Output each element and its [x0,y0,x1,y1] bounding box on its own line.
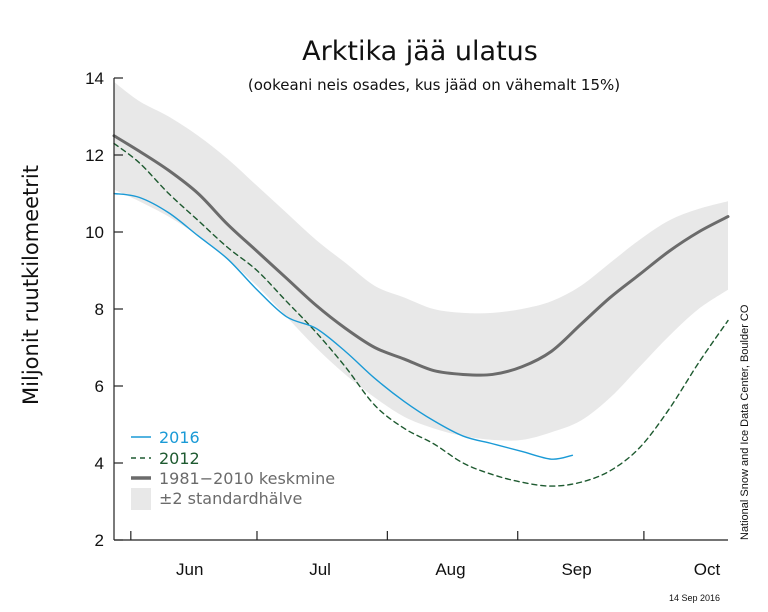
std-dev-band [114,81,728,441]
x-tick-label: Oct [694,560,721,579]
legend-swatch-band [131,488,151,510]
series-line-2012 [113,142,729,487]
chart-title: Arktika jää ulatus [302,36,538,67]
axes: 2 4 6 8 10 12 14 Jun Jul Aug Sep Oct [85,69,728,579]
y-tick-label: 10 [85,223,104,242]
series-line-2016 [113,192,574,460]
y-tick-label: 8 [95,300,104,319]
y-axis-label: Miljonit ruutkilomeetrit [19,165,43,405]
y-tick-label: 6 [95,377,104,396]
series-line-average [112,134,730,377]
y-tick-label: 4 [95,454,104,473]
std-dev-band-area [114,81,728,441]
series-lines [112,134,730,487]
x-tick-label: Jul [309,560,331,579]
legend-label-2012: 2012 [159,449,200,468]
legend-label-2016: 2016 [159,428,200,447]
x-tick-label: Jun [176,560,203,579]
x-tick-label: Aug [435,560,465,579]
y-tick-label: 14 [85,69,104,88]
chart-subtitle: (ookeani neis osades, kus jääd on vähema… [248,76,620,94]
legend-label-band: ±2 standardhälve [159,489,302,508]
legend-label-average: 1981−2010 keskmine [159,469,335,488]
y-tick-label: 2 [95,531,104,550]
x-tick-label: Sep [561,560,591,579]
y-tick-label: 12 [85,146,104,165]
date-stamp: 14 Sep 2016 [669,593,720,603]
source-credit: National Snow and Ice Data Center, Bould… [739,304,751,540]
